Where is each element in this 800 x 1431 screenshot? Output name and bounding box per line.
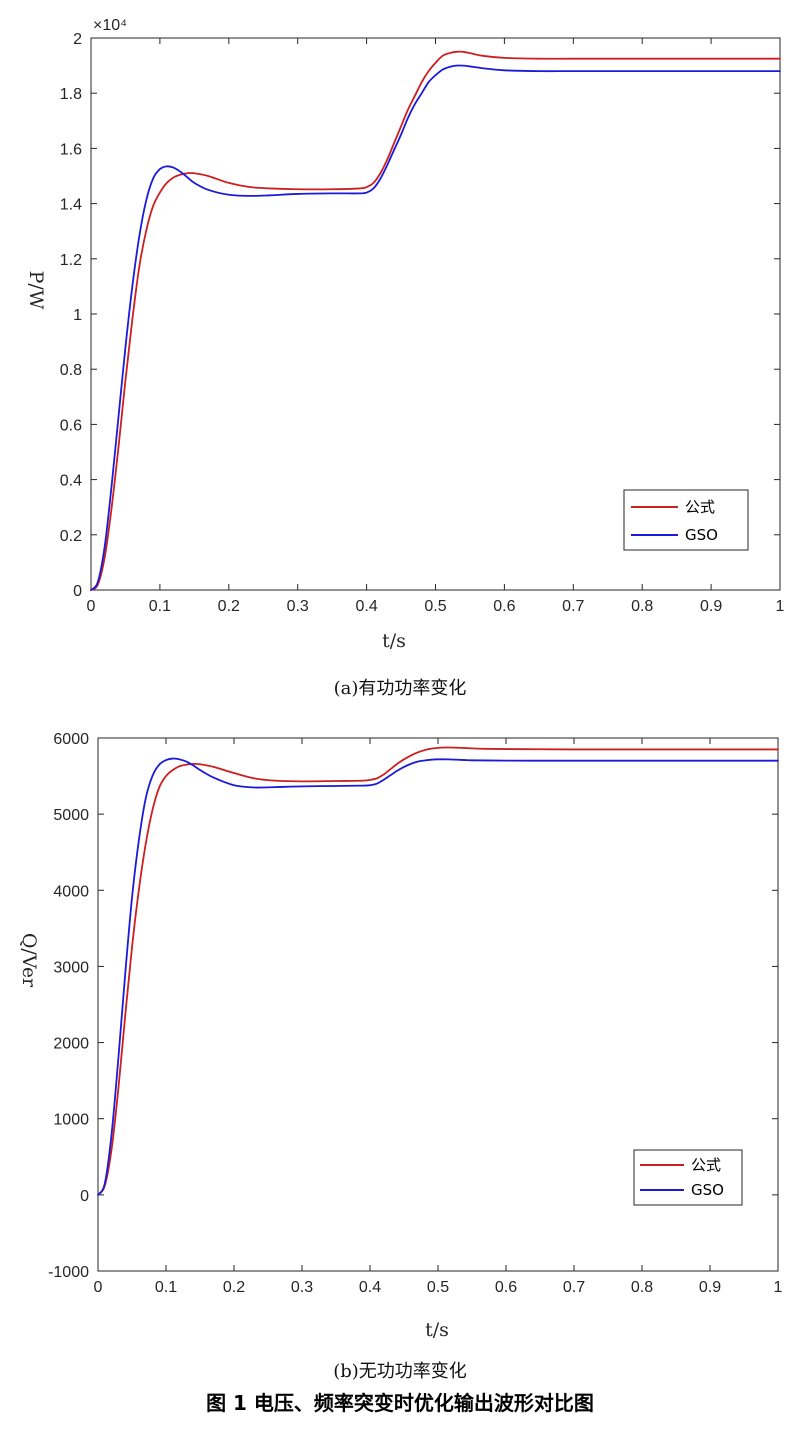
exponent-label-a: ×10⁴	[93, 17, 127, 34]
y-tick-label-a-6: 1.2	[60, 252, 82, 269]
x-tick-label-a-5: 0.5	[424, 598, 446, 615]
x-tick-label-b-4: 0.4	[359, 1279, 381, 1296]
x-axis-label-b: t/s	[425, 1319, 449, 1341]
x-tick-label-a-8: 0.8	[631, 598, 653, 615]
legend-label-b-1: GSO	[691, 1181, 724, 1199]
legend-label-b-0: 公式	[691, 1156, 721, 1174]
series-b	[97, 746, 779, 1196]
legend-a: 公式 GSO	[623, 489, 749, 551]
x-tick-label-a-7: 0.7	[562, 598, 584, 615]
y-tick-label-a-10: 2	[73, 31, 82, 48]
y-tick-label-a-7: 1.4	[60, 197, 82, 214]
figure-caption: 图 1 电压、频率突变时优化输出波形对比图	[206, 1391, 594, 1415]
y-tick-label-b-6: 5000	[53, 807, 89, 824]
ticks-b: 0 0.1 0.2 0.3 0.4 0.5 0.6 0.7 0.8 0.9 1 -1000 0 1000 2…	[48, 731, 782, 1296]
x-tick-label-b-3: 0.3	[291, 1279, 313, 1296]
x-tick-label-a-3: 0.3	[287, 598, 309, 615]
y-tick-label-b-7: 6000	[53, 731, 89, 748]
y-tick-label-b-0: -1000	[48, 1264, 89, 1281]
y-tick-label-a-1: 0.2	[60, 528, 82, 545]
x-tick-label-b-5: 0.5	[427, 1279, 449, 1296]
caption-b: (b)无功功率变化	[333, 1361, 467, 1382]
x-tick-label-b-1: 0.1	[155, 1279, 177, 1296]
y-tick-label-a-0: 0	[73, 583, 82, 600]
y-tick-label-a-9: 1.8	[60, 86, 82, 103]
x-tick-label-a-6: 0.6	[493, 598, 515, 615]
chart-active-power: 0 0.1 0.2 0.3 0.4 0.5 0.6 0.7 0.8 0.9 1 0 0.2 0.4 0.6 0…	[25, 17, 785, 652]
y-tick-label-a-2: 0.4	[60, 473, 82, 490]
series-a	[90, 50, 781, 591]
series-line-b-1	[97, 757, 779, 1196]
caption-a: (a)有功功率变化	[334, 678, 467, 699]
legend-label-a-1: GSO	[685, 526, 718, 544]
x-tick-label-a-10: 1	[776, 598, 785, 615]
x-tick-label-a-1: 0.1	[149, 598, 171, 615]
y-tick-label-b-5: 4000	[53, 883, 89, 900]
x-tick-label-a-4: 0.4	[355, 598, 377, 615]
y-tick-label-a-8: 1.6	[60, 141, 82, 158]
ticks-a: 0 0.1 0.2 0.3 0.4 0.5 0.6 0.7 0.8 0.9 1 0 0.2 0.4 0.6 0…	[60, 31, 785, 615]
y-tick-label-a-5: 1	[73, 307, 82, 324]
y-axis-label-a: P/W	[25, 271, 47, 310]
legend-box-b	[633, 1149, 743, 1206]
x-tick-label-b-7: 0.7	[563, 1279, 585, 1296]
x-tick-label-a-2: 0.2	[218, 598, 240, 615]
series-line-a-0	[90, 50, 781, 591]
legend-box-a	[623, 489, 749, 551]
y-tick-label-b-2: 1000	[53, 1112, 89, 1129]
x-tick-label-a-0: 0	[87, 598, 96, 615]
x-tick-label-b-8: 0.8	[631, 1279, 653, 1296]
x-tick-label-b-10: 1	[774, 1279, 783, 1296]
series-line-b-0	[97, 746, 779, 1196]
y-tick-label-b-3: 2000	[53, 1036, 89, 1053]
x-tick-label-b-9: 0.9	[699, 1279, 721, 1296]
y-axis-label-b: Q/Ver	[18, 933, 40, 988]
legend-label-a-0: 公式	[685, 498, 715, 516]
series-line-a-1	[90, 64, 781, 591]
x-tick-label-b-2: 0.2	[223, 1279, 245, 1296]
y-tick-label-b-1: 0	[80, 1188, 89, 1205]
y-tick-label-a-4: 0.8	[60, 362, 82, 379]
y-tick-label-a-3: 0.6	[60, 417, 82, 434]
legend-b: 公式 GSO	[633, 1149, 743, 1206]
x-tick-label-b-0: 0	[94, 1279, 103, 1296]
x-tick-label-a-9: 0.9	[700, 598, 722, 615]
chart-reactive-power: 0 0.1 0.2 0.3 0.4 0.5 0.6 0.7 0.8 0.9 1 -1000 0 1000 2…	[18, 731, 783, 1341]
x-axis-label-a: t/s	[382, 630, 406, 652]
x-tick-label-b-6: 0.6	[495, 1279, 517, 1296]
y-tick-label-b-4: 3000	[53, 959, 89, 976]
